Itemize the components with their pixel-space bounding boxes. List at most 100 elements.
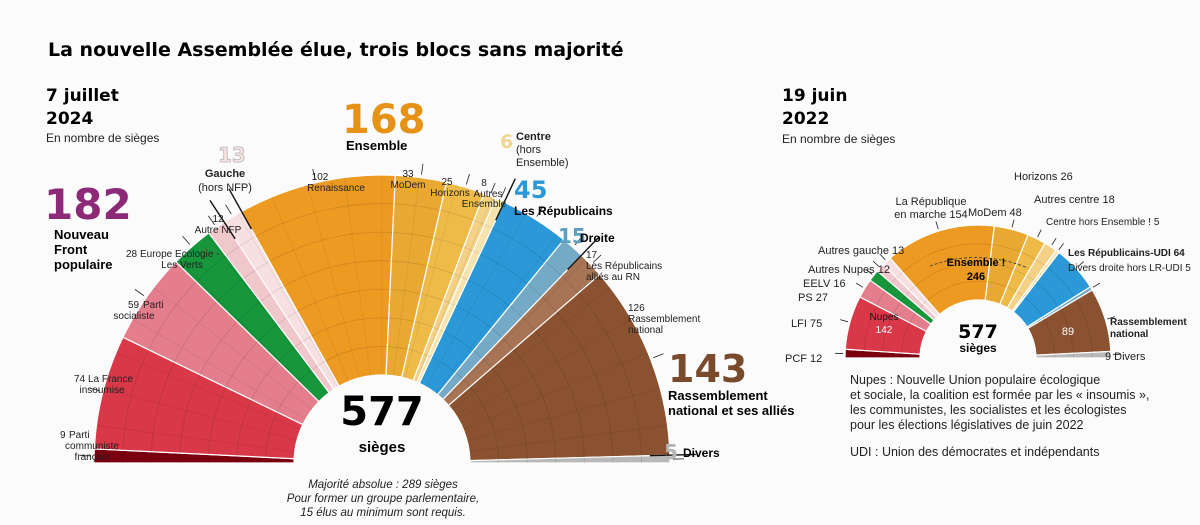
seg24-column-line [466,388,661,441]
label-pcf-value: 9 [60,430,66,441]
inner-nupes-value: 142 [876,325,893,336]
leader-24-horizons [465,173,470,185]
bloc-separator-24 [495,178,516,221]
seg24-column-line [425,213,527,387]
seg22-row-line [1059,308,1074,354]
label-2022-divers: 9 Divers [1105,351,1146,363]
label-lfi-line1: La France [88,374,133,385]
unit-2022: En nombre de sièges [782,132,895,146]
label-lr-rn-value: 17 [586,250,598,261]
label-lr-rn-line2: alliés au RN [586,272,640,283]
label-renaissance-value: 102 [312,172,329,183]
seg24-row-line [534,330,585,458]
seg24-column-line [103,388,298,441]
seg24-column-line [237,213,339,387]
label-horizons-line1: Horizons [430,188,469,199]
seg24-segment-rn [447,273,671,462]
leader-22-gauche_hors_nfp [879,253,886,261]
label-2022-autres-centre: Autres centre 18 [1034,194,1115,206]
hemicycle-2022-segments [844,224,1112,359]
label-pcf-line1: Parti [69,430,90,441]
bloc-lr-label: Les Républicains [514,204,613,218]
footnote-line2: Pour former un groupe parlementaire, [287,493,479,505]
label-2022-autres-gauche: Autres gauche 13 [818,245,904,257]
leader-24-droite [574,236,583,246]
bloc-centre-value: 6 [500,131,513,153]
label-horizons-value: 25 [441,177,453,188]
leader-24-gauche_hors_nfp [225,204,232,215]
leader-24-lr [536,207,543,217]
seg24-row-line [255,203,395,237]
note-nupes-4: pour les élections législatives de juin … [850,418,1084,432]
leader-22-autre_nfp [872,260,880,267]
footnote-line1: Majorité absolue : 289 sièges [308,479,458,491]
seg24-column-line [96,425,295,452]
label-ps-line1: Parti [143,300,164,311]
note-nupes-3: les communistes, les socialistes et les … [850,403,1127,417]
seg24-row-line [208,386,227,455]
leader-22-autres_ensemble [1051,238,1057,246]
bloc-separator-24 [567,235,600,271]
total-2022: 577 [958,321,998,343]
label-2022-ps: PS 27 [798,292,828,304]
leader-22-droite [1092,282,1101,288]
seg22-row-line [882,313,894,352]
label-2022-centre-hors: Centre hors Ensemble ! 5 [1046,217,1160,228]
seg24-row-line [469,386,499,460]
bloc-ensemble-label: Ensemble [346,138,407,153]
label-rn-line2: national [628,325,663,336]
bloc-nfp-value: 182 [44,180,132,229]
bloc-centre-line3: Ensemble) [516,157,569,169]
seg24-row-line [151,362,175,452]
label-2022-autres-nupes: Autres Nupes 12 [808,264,890,276]
date-2022-day: 19 juin [782,86,847,106]
note-nupes-1: Nupes : Nouvelle Union populaire écologi… [850,373,1100,387]
seg24-row-line [225,341,258,388]
label-2022-rn-line1: Rassemblement [1110,317,1187,328]
leader-22-ecolo [865,269,873,275]
seg22-row-line [901,322,911,353]
label-lfi-value: 74 [74,374,86,385]
seg24-column-line [469,425,668,452]
leader-22-lfi [840,319,849,323]
inner-rn-value: 89 [1062,326,1074,338]
label-2022-eelv: EELV 16 [803,278,846,290]
total-2024: 577 [340,389,424,435]
leader-24-lfi [89,387,101,392]
unit-2024: En nombre de sièges [46,131,159,145]
bloc-nfp-line2: Front [54,242,88,257]
label-2022-lfi: LFI 75 [791,318,822,330]
label-renaissance-line1: Renaissance [307,183,365,194]
label-modem-line1: MoDem [390,180,425,191]
leader-24-modem [421,163,424,175]
inner-nupes-label: Nupes [870,312,899,323]
seg24-row-line [236,399,252,456]
label-ecolo-line1: Europe Ecologie - [140,249,220,260]
leader-22-rn [1107,316,1116,320]
bloc-separator-24 [228,188,252,230]
label-autres-ensemble-line1: Autres [474,189,503,200]
seg24-row-line [491,227,547,263]
leader-24-ecolo [182,235,191,245]
seg24-row-line [556,311,614,457]
label-ecolo-value: 28 [126,249,138,260]
seg24-row-line [265,411,278,458]
bloc-rn-line2: national et ses alliés [668,403,794,418]
total-2024-label: sièges [359,439,406,456]
figure-title: La nouvelle Assemblée élue, trois blocs … [48,39,624,61]
chart-2022: 19 juin 2022 En nombre de sièges 577 siè… [782,86,1191,459]
label-2022-horizons: Horizons 26 [1014,171,1073,183]
date-2022-year: 2022 [782,109,829,129]
seg24-row-line [269,231,393,262]
note-nupes-2: et sociale, la coalition est formée par … [850,388,1149,402]
bloc-centre-line1: Centre [516,131,551,143]
seg24-row-line [276,381,299,413]
label-autre-nfp-line1: Autre NFP [195,225,242,236]
hemicycle-2022-leaders [835,219,1121,356]
label-2022-lrem-line1: La République [896,196,967,208]
seg24-column-line [393,177,420,376]
label-ecolo-line2: Les Verts [161,260,203,271]
label-autre-nfp-value: 12 [212,214,224,225]
bloc-gauche-line1: Gauche [205,168,245,180]
bloc-divers-value: 5 [664,440,678,464]
